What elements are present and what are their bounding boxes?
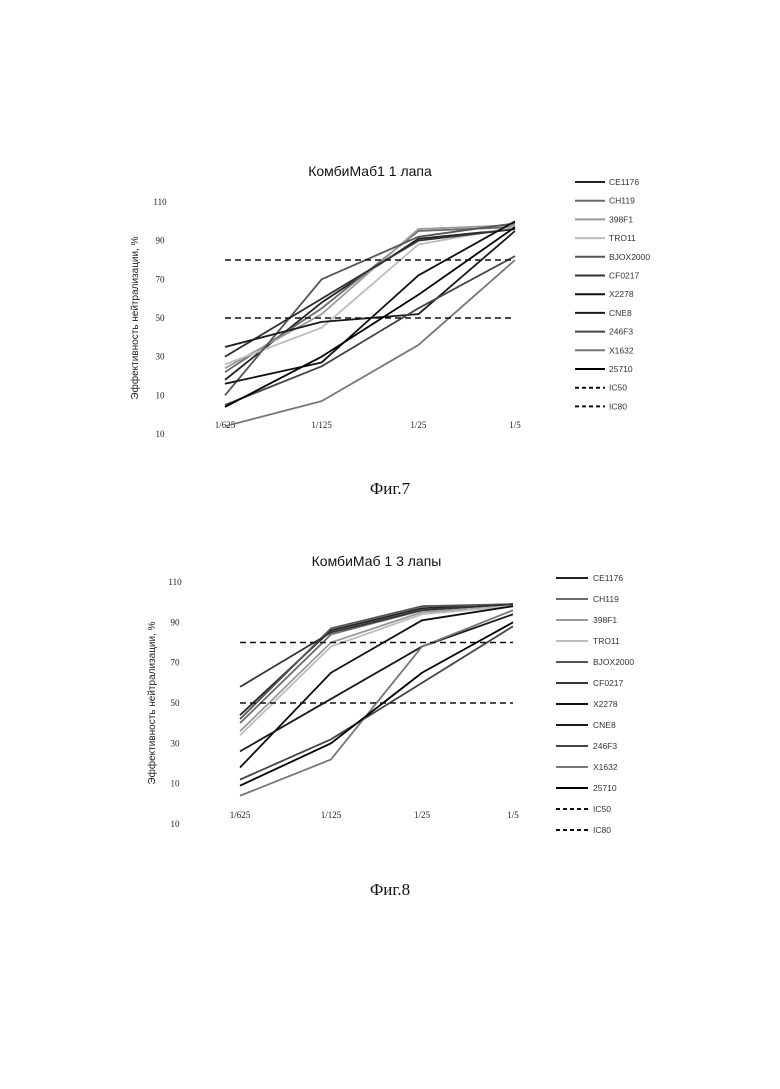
legend-label: IC50 bbox=[593, 804, 611, 814]
legend-label: CNE8 bbox=[609, 308, 632, 318]
y-tick-label: 90 bbox=[171, 617, 181, 627]
y-tick-label: 50 bbox=[156, 313, 166, 323]
figure-8: КомбиМаб 1 3 лапы Эффективность нейтрализ… bbox=[0, 540, 780, 850]
legend-label: BJOX2000 bbox=[593, 657, 634, 667]
y-tick-label: 10 bbox=[156, 429, 166, 439]
y-tick-label: 110 bbox=[153, 197, 167, 207]
series-line-ce1176 bbox=[225, 229, 515, 380]
y-tick-label: 30 bbox=[171, 738, 181, 748]
legend-label: CNE8 bbox=[593, 720, 616, 730]
y-tick-label: 70 bbox=[171, 658, 181, 668]
x-tick-label: 1/25 bbox=[410, 420, 427, 430]
x-tick-label: 1/125 bbox=[311, 420, 332, 430]
y-axis-label: Эффективность нейтрализации, % bbox=[129, 236, 141, 399]
series-line-398f1 bbox=[240, 606, 513, 731]
chart-7: КомбиМаб1 1 лапа Эффективность нейтрализа… bbox=[0, 150, 780, 470]
legend-label: TRO11 bbox=[593, 636, 620, 646]
legend-label: X2278 bbox=[609, 289, 634, 299]
legend-label: BJOX2000 bbox=[609, 252, 650, 262]
legend-label: CE1176 bbox=[609, 177, 639, 187]
legend-label: TRO11 bbox=[609, 233, 636, 243]
legend-label: CH119 bbox=[593, 594, 619, 604]
y-tick-label: 50 bbox=[171, 698, 181, 708]
legend-label: IC80 bbox=[593, 825, 611, 835]
legend-label: 25710 bbox=[593, 783, 617, 793]
legend-label: X1632 bbox=[609, 345, 634, 355]
figure-8-caption: Фиг.8 bbox=[0, 880, 780, 900]
x-tick-label: 1/625 bbox=[230, 810, 251, 820]
y-tick-label: 70 bbox=[156, 274, 166, 284]
x-tick-label: 1/125 bbox=[321, 810, 342, 820]
legend-label: X2278 bbox=[593, 699, 618, 709]
legend-label: 25710 bbox=[609, 364, 633, 374]
legend-label: 246F3 bbox=[609, 327, 633, 337]
legend-label: IC80 bbox=[609, 401, 627, 411]
series-line-ch119 bbox=[225, 227, 515, 372]
x-tick-label: 1/25 bbox=[414, 810, 431, 820]
figure-7: КомбиМаб1 1 лапа Эффективность нейтрализа… bbox=[0, 150, 780, 470]
y-tick-label: 90 bbox=[156, 236, 166, 246]
series-line-25710 bbox=[225, 227, 515, 407]
series-line-bjox2000 bbox=[225, 223, 515, 395]
legend-label: CF0217 bbox=[593, 678, 624, 688]
legend-label: CH119 bbox=[609, 196, 635, 206]
series-line-tro11 bbox=[240, 606, 513, 735]
x-tick-label: 1/5 bbox=[509, 420, 521, 430]
figure-7-caption: Фиг.7 bbox=[0, 479, 780, 499]
chart-title: КомбиМаб1 1 лапа bbox=[308, 163, 432, 179]
chart-8: КомбиМаб 1 3 лапы Эффективность нейтрализ… bbox=[0, 540, 780, 850]
x-tick-label: 1/5 bbox=[507, 810, 519, 820]
y-tick-label: 110 bbox=[168, 577, 182, 587]
legend-label: 398F1 bbox=[609, 214, 633, 224]
legend-label: X1632 bbox=[593, 762, 618, 772]
y-tick-label: 30 bbox=[156, 352, 166, 362]
y-axis-label: Эффективность нейтрализации, % bbox=[146, 621, 158, 784]
y-tick-label: 10 bbox=[171, 779, 181, 789]
legend-label: CE1176 bbox=[593, 573, 623, 583]
y-tick-label: 10 bbox=[156, 390, 166, 400]
y-tick-label: 10 bbox=[171, 819, 181, 829]
legend-label: 246F3 bbox=[593, 741, 617, 751]
series-line-x2278 bbox=[225, 221, 515, 383]
chart-title: КомбиМаб 1 3 лапы bbox=[312, 553, 442, 569]
legend-label: 398F1 bbox=[593, 615, 617, 625]
legend-label: IC50 bbox=[609, 383, 627, 393]
legend-label: CF0217 bbox=[609, 271, 640, 281]
